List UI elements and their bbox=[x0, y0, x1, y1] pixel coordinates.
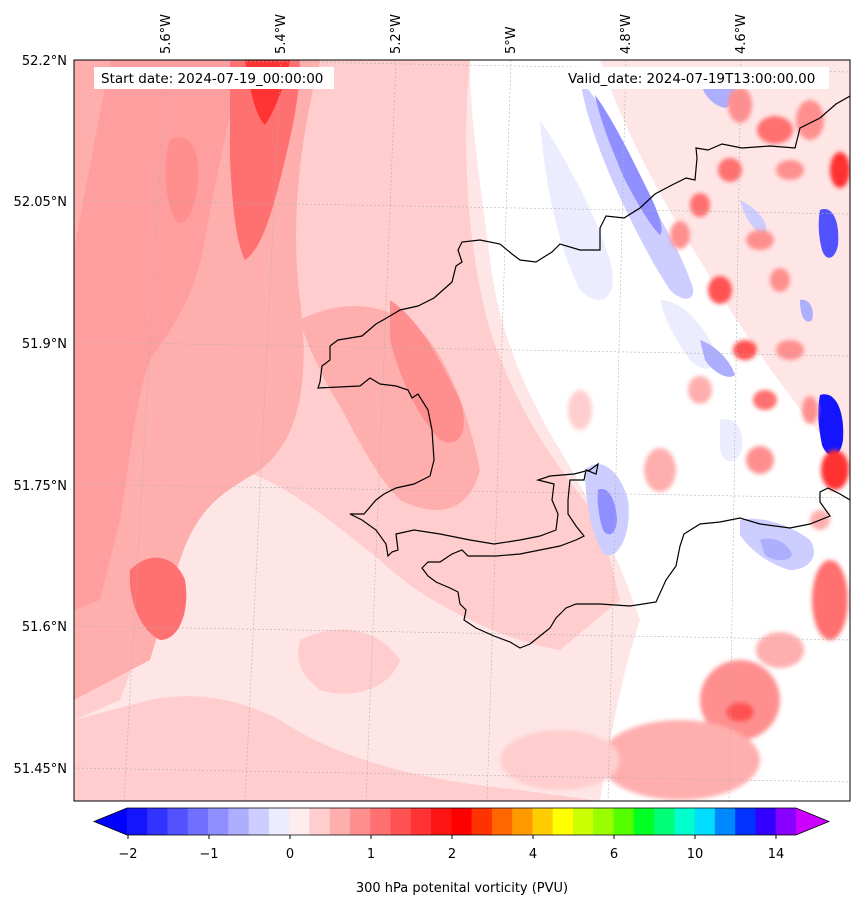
colorbar-segment bbox=[633, 808, 655, 835]
lon-label: 5°W bbox=[504, 26, 519, 54]
lat-label: 51.6°N bbox=[22, 620, 67, 635]
lon-label: 4.6°W bbox=[734, 14, 749, 54]
colorbar-segment bbox=[268, 808, 290, 835]
colorbar-segment bbox=[329, 808, 351, 835]
colorbar-segment bbox=[187, 808, 209, 835]
colorbar-under-arrow bbox=[94, 808, 127, 835]
colorbar-segment bbox=[755, 808, 777, 835]
colorbar-segment bbox=[431, 808, 452, 835]
colorbar-segment bbox=[309, 808, 331, 835]
colorbar-segment bbox=[512, 808, 533, 835]
colorbar-segment bbox=[410, 808, 432, 835]
colorbar-segment bbox=[147, 808, 169, 835]
colorbar-segment bbox=[674, 808, 696, 835]
colorbar-segment bbox=[654, 808, 675, 835]
colorbar-tick-label: 1 bbox=[367, 847, 375, 862]
colorbar-segment bbox=[167, 808, 189, 835]
lat-label: 51.45°N bbox=[14, 762, 67, 777]
colorbar-frame bbox=[92, 807, 831, 836]
colorbar-tick-label: −2 bbox=[118, 847, 137, 862]
colorbar-tick-label: 14 bbox=[768, 847, 785, 862]
colorbar-segment bbox=[573, 808, 594, 835]
lat-label: 52.2°N bbox=[22, 54, 67, 69]
colorbar-segment bbox=[451, 808, 473, 835]
colorbar-segment bbox=[775, 808, 797, 835]
lon-label: 4.8°W bbox=[619, 14, 634, 54]
colorbar-segment bbox=[228, 808, 250, 835]
colorbar-segment bbox=[532, 808, 554, 835]
start-date-box bbox=[94, 67, 334, 89]
lat-labels: 52.2°N 52.05°N 51.9°N 51.75°N 51.6°N 51.… bbox=[14, 54, 67, 777]
colorbar-ticks: −2 −1 0 1 2 4 6 10 14 bbox=[118, 847, 784, 862]
colorbar-tick-label: 2 bbox=[448, 847, 456, 862]
colorbar-segment bbox=[208, 808, 229, 835]
colorbar-segment bbox=[593, 808, 615, 835]
graticule bbox=[74, 60, 850, 801]
lon-label: 5.4°W bbox=[274, 14, 289, 54]
colorbar-segment bbox=[127, 808, 148, 835]
lon-labels: 5.6°W 5.4°W 5.2°W 5°W 4.8°W 4.6°W bbox=[159, 14, 749, 54]
colorbar-segment bbox=[471, 808, 493, 835]
colorbar-segment bbox=[735, 808, 756, 835]
lat-label: 51.9°N bbox=[22, 337, 67, 352]
colorbar bbox=[92, 807, 831, 839]
colorbar-segment bbox=[694, 808, 716, 835]
colorbar-segment bbox=[350, 808, 371, 835]
lon-label: 5.2°W bbox=[389, 14, 404, 54]
colorbar-tick-label: 6 bbox=[610, 847, 618, 862]
colorbar-tick-label: 0 bbox=[286, 847, 294, 862]
colorbar-over-arrow bbox=[796, 808, 829, 835]
map-frame bbox=[73, 59, 851, 802]
colorbar-segment bbox=[613, 808, 635, 835]
colorbar-title: 300 hPa potenital vorticity (PVU) bbox=[356, 881, 568, 896]
lat-label: 51.75°N bbox=[14, 479, 67, 494]
colorbar-tick-label: 10 bbox=[687, 847, 704, 862]
colorbar-tick-label: 4 bbox=[529, 847, 537, 862]
pv-field bbox=[74, 60, 850, 801]
lon-label: 5.6°W bbox=[159, 14, 174, 54]
colorbar-segment bbox=[491, 808, 513, 835]
colorbar-segment bbox=[289, 808, 310, 835]
colorbar-segment bbox=[390, 808, 412, 835]
colorbar-segment bbox=[248, 808, 270, 835]
lat-label: 52.05°N bbox=[14, 195, 67, 210]
colorbar-segment bbox=[552, 808, 574, 835]
valid-date-box bbox=[563, 67, 829, 89]
coastline bbox=[317, 95, 850, 649]
colorbar-segment bbox=[370, 808, 392, 835]
colorbar-segment bbox=[714, 808, 736, 835]
colorbar-tick-label: −1 bbox=[199, 847, 218, 862]
start-date-label: Start date: 2024-07-19_00:00:00 bbox=[101, 71, 323, 87]
valid-date-label: Valid_date: 2024-07-19T13:00:00.00 bbox=[568, 71, 815, 87]
